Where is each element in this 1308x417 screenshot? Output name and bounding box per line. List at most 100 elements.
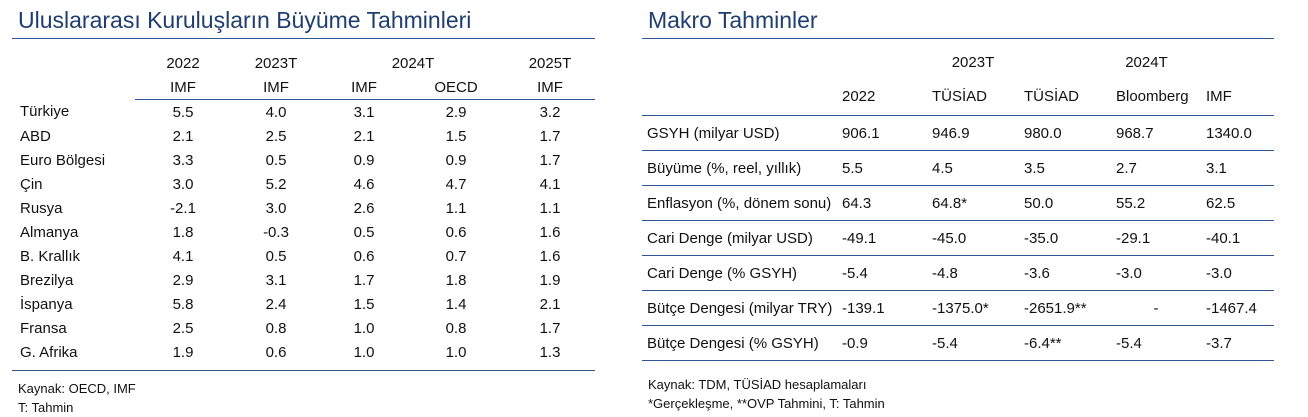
country-label: B. Krallık bbox=[20, 247, 81, 265]
macro-col-bloomberg: Bloomberg bbox=[1116, 87, 1189, 105]
growth-value-cell: 1.8 bbox=[172, 223, 194, 241]
table-row: Enflasyon (%, dönem sonu) 64.3 64.8* 50.0 55… bbox=[642, 185, 1274, 221]
macro-title: Makro Tahminler bbox=[648, 7, 818, 33]
country-label: Rusya bbox=[20, 199, 63, 217]
growth-value-cell: 0.5 bbox=[265, 247, 287, 265]
year-2025t: 2025T bbox=[528, 54, 572, 72]
table-row: B. Krallık 4.1 0.5 0.6 0.7 1.6 bbox=[12, 244, 595, 268]
growth-value-cell: 1.3 bbox=[539, 343, 561, 361]
growth-value-cell: 4.0 bbox=[265, 103, 287, 121]
growth-value-cell: 1.4 bbox=[445, 295, 467, 313]
country-label: ABD bbox=[20, 127, 51, 145]
growth-value-cell: 5.5 bbox=[172, 103, 194, 121]
growth-value-cell: 1.6 bbox=[539, 223, 561, 241]
macro-value-cell: 55.2 bbox=[1111, 185, 1201, 221]
growth-body: Türkiye 5.5 4.0 3.1 2.9 3.2 ABD 2.1 2.5 2.1 1.5 1.7… bbox=[12, 100, 595, 365]
country-label: Türkiye bbox=[20, 103, 70, 121]
macro-value-cell: 50.0 bbox=[1019, 185, 1111, 221]
growth-note-line: T: Tahmin bbox=[18, 400, 74, 415]
country-label: Fransa bbox=[20, 319, 67, 337]
country-label: Euro Bölgesi bbox=[20, 151, 106, 169]
macro-value-cell: 5.5 bbox=[837, 150, 927, 186]
macro-value-cell: -5.4 bbox=[837, 255, 927, 291]
growth-value-cell: 2.1 bbox=[172, 127, 194, 145]
table-row: Rusya -2.1 3.0 2.6 1.1 1.1 bbox=[12, 196, 595, 220]
macro-value-cell: -1375.0* bbox=[927, 290, 1019, 326]
macro-col-tusiad-2023: TÜSİAD bbox=[932, 87, 988, 105]
source-col-5: IMF bbox=[505, 75, 595, 100]
growth-source: Kaynak: OECD, IMF T: Tahmin bbox=[12, 379, 595, 417]
growth-value-cell: 3.1 bbox=[265, 271, 287, 289]
growth-value-cell: 0.5 bbox=[265, 151, 287, 169]
growth-value-cell: 5.8 bbox=[172, 295, 194, 313]
indicator-label: Enflasyon (%, dönem sonu) bbox=[642, 185, 837, 221]
growth-value-cell: 1.7 bbox=[539, 151, 561, 169]
table-row: Bütçe Dengesi (% GSYH) -0.9 -5.4 -6.4** -5.4… bbox=[642, 325, 1274, 361]
table-row: Bütçe Dengesi (milyar TRY) -139.1 -1375.0*… bbox=[642, 290, 1274, 326]
indicator-label: Büyüme (%, reel, yıllık) bbox=[642, 150, 837, 186]
country-label: Almanya bbox=[20, 223, 79, 241]
growth-value-cell: 4.6 bbox=[353, 175, 375, 193]
growth-source-line: Kaynak: OECD, IMF bbox=[18, 381, 136, 396]
growth-value-cell: 4.1 bbox=[539, 175, 561, 193]
macro-value-cell: -2651.9** bbox=[1019, 290, 1111, 326]
macro-body: GSYH (milyar USD) 906.1 946.9 980.0 968.7 134… bbox=[642, 115, 1274, 361]
growth-value-cell: 2.6 bbox=[353, 199, 375, 217]
table-row: Euro Bölgesi 3.3 0.5 0.9 0.9 1.7 bbox=[12, 148, 595, 172]
growth-value-cell: 0.9 bbox=[353, 151, 375, 169]
macro-value-cell: -49.1 bbox=[837, 220, 927, 256]
macro-title-rule bbox=[642, 38, 1274, 39]
growth-value-cell: 0.5 bbox=[353, 223, 375, 241]
macro-value-cell: 2.7 bbox=[1111, 150, 1201, 186]
macro-value-cell: 946.9 bbox=[927, 115, 1019, 151]
macro-value-cell: 64.8* bbox=[927, 185, 1019, 221]
indicator-label: Bütçe Dengesi (milyar TRY) bbox=[642, 290, 837, 326]
macro-col-tusiad-2024: TÜSİAD bbox=[1024, 87, 1080, 105]
macro-header-sources: 2022 TÜSİAD TÜSİAD Bloomberg IMF bbox=[642, 77, 1274, 116]
macro-panel: Makro Tahminler 2023T 2024T 2022 TÜSİAD … bbox=[642, 0, 1274, 413]
growth-header-sources: IMF IMF IMF OECD IMF bbox=[12, 75, 595, 100]
growth-value-cell: 1.5 bbox=[445, 127, 467, 145]
growth-value-cell: 5.2 bbox=[265, 175, 287, 193]
macro-value-cell: -6.4** bbox=[1019, 325, 1111, 361]
table-row: İspanya 5.8 2.4 1.5 1.4 2.1 bbox=[12, 292, 595, 316]
year-2024t: 2024T bbox=[391, 54, 435, 72]
table-row: Çin 3.0 5.2 4.6 4.7 4.1 bbox=[12, 172, 595, 196]
macro-value-cell: -3.6 bbox=[1019, 255, 1111, 291]
macro-value-cell: 4.5 bbox=[927, 150, 1019, 186]
growth-value-cell: 1.7 bbox=[539, 319, 561, 337]
indicator-label: Bütçe Dengesi (% GSYH) bbox=[642, 325, 837, 361]
growth-value-cell: 3.0 bbox=[172, 175, 194, 193]
table-row: Almanya 1.8 -0.3 0.5 0.6 1.6 bbox=[12, 220, 595, 244]
growth-value-cell: 3.1 bbox=[353, 103, 375, 121]
macro-value-cell: 1340.0 bbox=[1201, 115, 1274, 151]
macro-value-cell: -0.9 bbox=[837, 325, 927, 361]
growth-value-cell: 4.7 bbox=[445, 175, 467, 193]
macro-value-cell: -3.7 bbox=[1201, 325, 1274, 361]
growth-value-cell: 0.8 bbox=[265, 319, 287, 337]
macro-value-cell: 64.3 bbox=[837, 185, 927, 221]
growth-value-cell: 3.3 bbox=[172, 151, 194, 169]
macro-note-line: *Gerçekleşme, **OVP Tahmini, T: Tahmin bbox=[648, 396, 885, 411]
growth-header-years: 2022 2023T 2024T 2025T bbox=[12, 51, 595, 75]
growth-value-cell: 1.0 bbox=[445, 343, 467, 361]
indicator-label: Cari Denge (milyar USD) bbox=[642, 220, 837, 256]
growth-value-cell: 0.6 bbox=[445, 223, 467, 241]
macro-year-2024t: 2024T bbox=[1125, 53, 1168, 71]
table-row: GSYH (milyar USD) 906.1 946.9 980.0 968.7 134… bbox=[642, 115, 1274, 151]
macro-table: 2023T 2024T 2022 TÜSİAD TÜSİAD Bloomberg… bbox=[642, 39, 1274, 361]
year-2023t: 2023T bbox=[254, 54, 298, 72]
growth-value-cell: 1.6 bbox=[539, 247, 561, 265]
growth-value-cell: 1.7 bbox=[353, 271, 375, 289]
growth-value-cell: 2.1 bbox=[353, 127, 375, 145]
source-col-4: OECD bbox=[407, 75, 505, 100]
growth-panel: Uluslararası Kuruluşların Büyüme Tahminl… bbox=[12, 0, 595, 417]
growth-value-cell: 2.4 bbox=[265, 295, 287, 313]
growth-value-cell: 0.8 bbox=[445, 319, 467, 337]
macro-value-cell: 3.5 bbox=[1019, 150, 1111, 186]
growth-value-cell: 1.0 bbox=[353, 319, 375, 337]
country-label: Çin bbox=[20, 175, 43, 193]
growth-value-cell: 2.1 bbox=[539, 295, 561, 313]
table-row: G. Afrika 1.9 0.6 1.0 1.0 1.3 bbox=[12, 340, 595, 364]
indicator-label: Cari Denge (% GSYH) bbox=[642, 255, 837, 291]
